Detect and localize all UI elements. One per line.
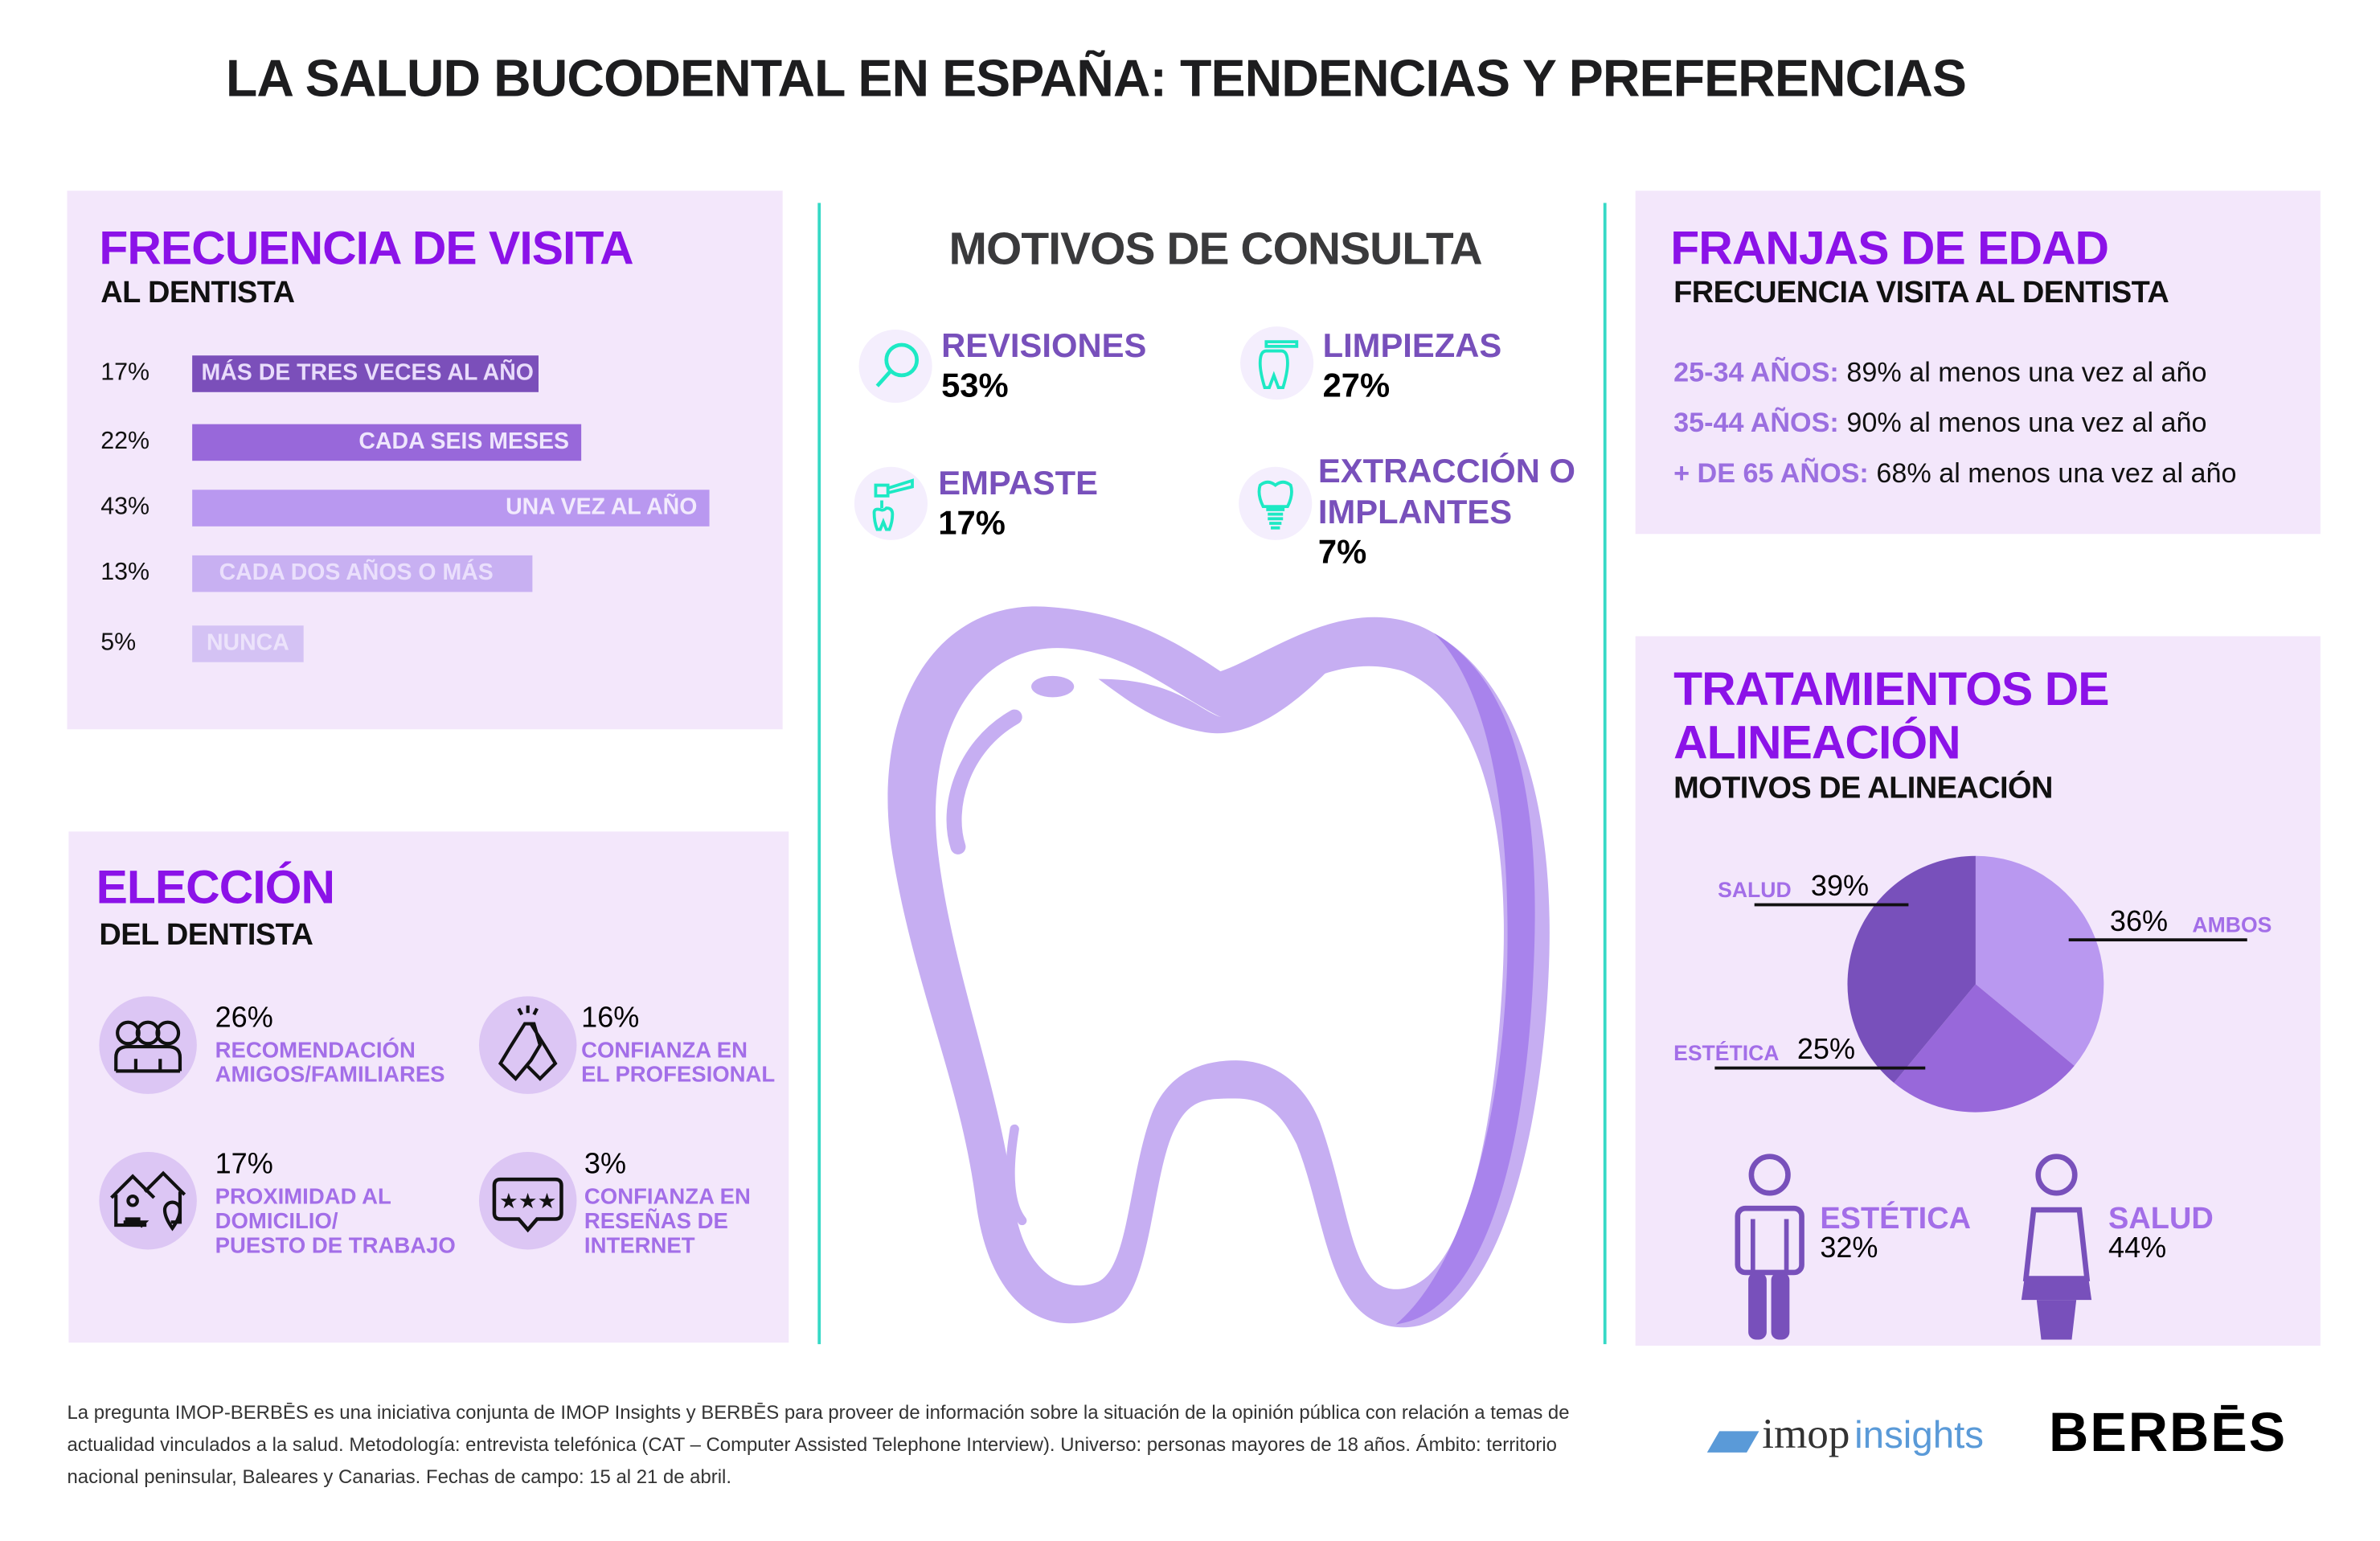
right-divider xyxy=(1603,203,1607,1345)
bar-2: CADA SEIS MESES xyxy=(192,424,582,461)
motivo-label: EMPASTE xyxy=(938,463,1099,502)
franjas-panel xyxy=(1635,191,2321,535)
franjas-subtitle: FRECUENCIA VISITA AL DENTISTA xyxy=(1673,276,2169,310)
imop-logo-insights: insights xyxy=(1854,1414,1985,1457)
imop-logo-text: imop xyxy=(1762,1411,1850,1459)
motivo-label: EXTRACCIÓN O xyxy=(1317,451,1576,490)
women-label: SALUD xyxy=(2108,1202,2214,1236)
man-icon xyxy=(1735,1154,1804,1340)
dental-drill-icon xyxy=(854,466,928,540)
imop-logo: imop insights xyxy=(1706,1411,1985,1461)
star-review-icon: ★★★ xyxy=(478,1151,577,1250)
eleccion-panel xyxy=(68,831,789,1343)
eleccion-label: DOMICILIO/ xyxy=(215,1210,338,1235)
age-value: 68% al menos una vez al año xyxy=(1876,457,2237,489)
motivo-label: IMPLANTES xyxy=(1317,493,1513,531)
frecuencia-subtitle: AL DENTISTA xyxy=(100,276,295,310)
dental-implant-icon xyxy=(1239,466,1313,540)
age-value: 89% al menos una vez al año xyxy=(1846,357,2207,388)
eleccion-label: INTERNET xyxy=(584,1234,695,1259)
eleccion-title: ELECCIÓN xyxy=(96,860,335,914)
age-row: 25-34 AÑOS: 89% al menos una vez al año xyxy=(1673,357,2206,389)
handshake-icon xyxy=(478,996,577,1094)
pie-label-ambos: AMBOS xyxy=(2192,912,2272,937)
eleccion-pct: 3% xyxy=(584,1149,627,1182)
pie-chart xyxy=(1847,855,2104,1113)
bar-pct: 5% xyxy=(100,629,137,657)
pie-leader-line xyxy=(1754,903,1909,907)
eleccion-pct: 17% xyxy=(215,1149,273,1182)
motivo-pct: 7% xyxy=(1317,532,1367,571)
bar-pct: 43% xyxy=(100,494,150,521)
alineacion-title-1: TRATAMIENTOS DE xyxy=(1673,662,2109,716)
left-divider xyxy=(817,203,821,1345)
berbes-logo: BERBĒS xyxy=(2049,1400,2288,1464)
pie-value-estetica: 25% xyxy=(1796,1034,1856,1067)
eleccion-pct: 16% xyxy=(581,1002,640,1035)
footer-methodology: La pregunta IMOP-BERBĒS es una iniciativ… xyxy=(67,1402,1570,1488)
age-label: 35-44 AÑOS: xyxy=(1673,407,1839,438)
age-value: 90% al menos una vez al año xyxy=(1846,407,2207,438)
bar-1: MÁS DE TRES VECES AL AÑO xyxy=(192,355,539,392)
bar-5: NUNCA xyxy=(192,625,304,662)
pie-label-salud: SALUD xyxy=(1718,877,1792,902)
motivo-pct: 53% xyxy=(941,366,1009,404)
house-location-icon xyxy=(99,1151,197,1250)
bar-pct: 13% xyxy=(100,559,150,586)
age-label: 25-34 AÑOS: xyxy=(1673,357,1839,388)
woman-icon xyxy=(2021,1154,2092,1340)
pie-slice-salud xyxy=(1847,855,1976,1084)
eleccion-label: AMIGOS/FAMILIARES xyxy=(215,1063,445,1088)
age-row: 35-44 AÑOS: 90% al menos una vez al año xyxy=(1673,408,2206,440)
tooth-illustration xyxy=(887,606,1550,1328)
eleccion-label: RECOMENDACIÓN xyxy=(215,1039,416,1064)
pie-leader-line xyxy=(1714,1066,1926,1070)
toothbrush-icon xyxy=(1240,326,1314,400)
age-row: + DE 65 AÑOS: 68% al menos una vez al añ… xyxy=(1673,457,2236,490)
eleccion-label: EL PROFESIONAL xyxy=(581,1063,776,1088)
men-label: ESTÉTICA xyxy=(1820,1202,1972,1236)
motivos-title: MOTIVOS DE CONSULTA xyxy=(948,224,1483,275)
franjas-title: FRANJAS DE EDAD xyxy=(1670,221,2109,275)
bar-pct: 22% xyxy=(100,428,150,455)
motivo-pct: 17% xyxy=(938,503,1006,542)
eleccion-label: CONFIANZA EN xyxy=(581,1039,748,1064)
imop-logo-mark xyxy=(1706,1430,1759,1453)
magnifier-icon xyxy=(858,329,932,404)
eleccion-label: CONFIANZA EN xyxy=(584,1185,751,1211)
motivo-label: LIMPIEZAS xyxy=(1322,326,1502,365)
pie-label-estetica: ESTÉTICA xyxy=(1673,1040,1780,1065)
alineacion-subtitle: MOTIVOS DE ALINEACIÓN xyxy=(1673,772,2053,806)
motivo-label: REVISIONES xyxy=(941,326,1147,365)
age-label: + DE 65 AÑOS: xyxy=(1673,457,1869,489)
people-group-icon xyxy=(99,996,197,1094)
pie-slice-estética xyxy=(1894,984,2075,1113)
eleccion-label: PROXIMIDAD AL xyxy=(215,1185,391,1211)
bar-pct: 17% xyxy=(100,359,150,387)
women-pct: 44% xyxy=(2108,1232,2167,1265)
bar-3: UNA VEZ AL AÑO xyxy=(192,490,710,527)
pie-leader-line xyxy=(2068,938,2247,942)
pie-value-salud: 39% xyxy=(1810,871,1870,904)
eleccion-subtitle: DEL DENTISTA xyxy=(99,918,313,953)
bar-4: CADA DOS AÑOS O MÁS xyxy=(192,555,533,592)
pie-slice-ambos xyxy=(1975,855,2104,1066)
eleccion-pct: 26% xyxy=(215,1002,273,1035)
alineacion-title-2: ALINEACIÓN xyxy=(1673,715,1961,769)
page-title: LA SALUD BUCODENTAL EN ESPAÑA: TENDENCIA… xyxy=(225,50,1967,109)
motivo-pct: 27% xyxy=(1322,366,1391,404)
svg-text:★★★: ★★★ xyxy=(499,1189,556,1213)
pie-value-ambos: 36% xyxy=(2109,906,2169,939)
eleccion-label: PUESTO DE TRABAJO xyxy=(215,1234,456,1259)
eleccion-label: RESEÑAS DE xyxy=(584,1210,728,1235)
frecuencia-title: FRECUENCIA DE VISITA xyxy=(99,221,633,275)
men-pct: 32% xyxy=(1820,1232,1878,1265)
